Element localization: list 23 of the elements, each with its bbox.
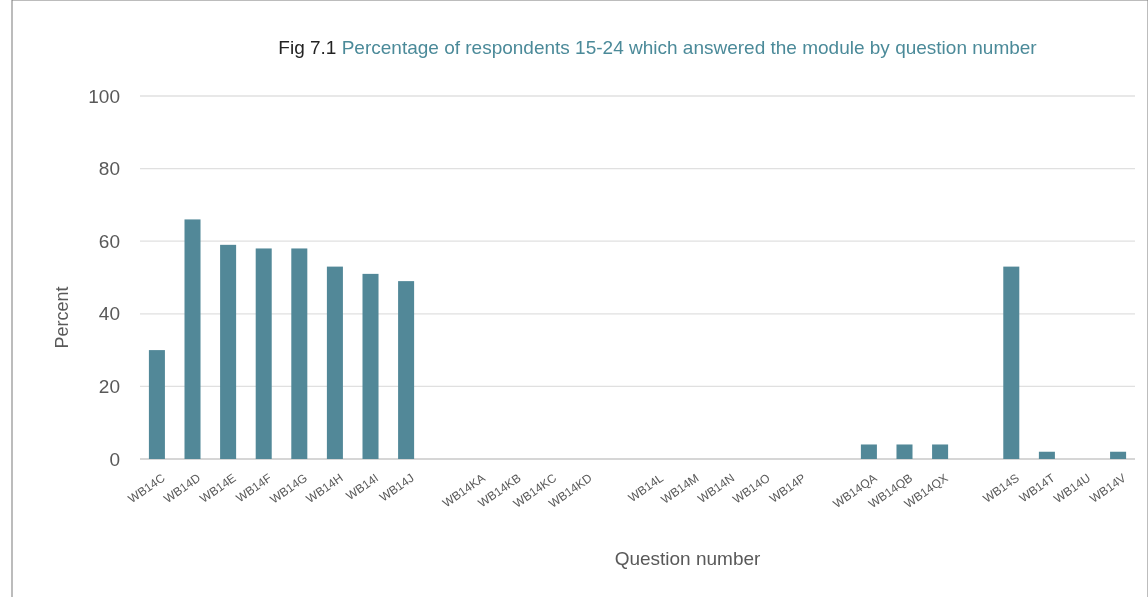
x-axis-title: Question number — [614, 548, 762, 569]
bar — [255, 248, 272, 459]
y-tick-label: 40 — [98, 303, 120, 325]
y-tick-label: 100 — [88, 85, 120, 107]
y-tick-label: 0 — [109, 448, 120, 470]
bar — [896, 444, 913, 459]
bar — [220, 244, 237, 459]
chart-title: Fig 7.1 Percentage of respondents 15-24 which answered the module by question number — [278, 37, 1038, 58]
bar — [184, 219, 201, 459]
bar — [860, 444, 877, 459]
bar — [362, 273, 379, 459]
bar — [1110, 451, 1127, 459]
y-tick-label: 60 — [98, 230, 120, 252]
bar — [291, 248, 308, 459]
bar — [1003, 266, 1020, 459]
bar — [148, 350, 165, 459]
bar — [398, 281, 415, 459]
bar — [326, 266, 343, 459]
y-axis-title: Percent — [52, 286, 72, 349]
y-tick-label: 80 — [98, 158, 120, 180]
bar — [932, 444, 949, 459]
y-tick-label: 20 — [98, 376, 120, 398]
bar — [1038, 451, 1055, 459]
